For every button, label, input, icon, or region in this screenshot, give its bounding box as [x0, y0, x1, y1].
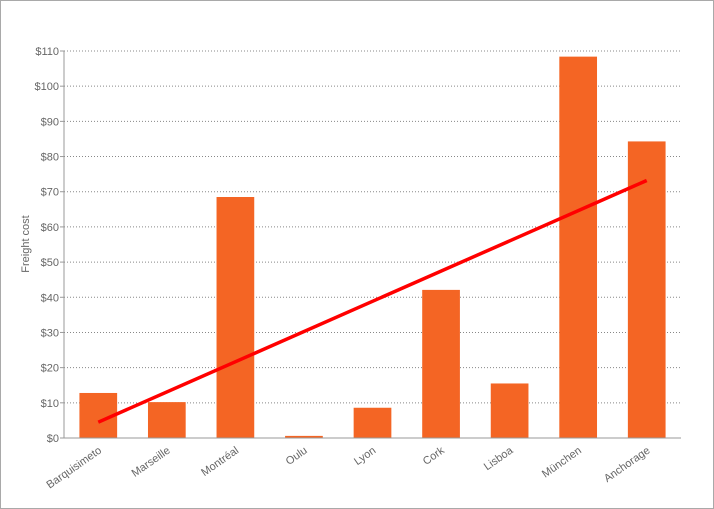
- y-tick-label: $80: [41, 152, 59, 164]
- y-tick-label: $110: [35, 46, 59, 58]
- y-tick-label: $70: [41, 187, 59, 199]
- y-tick-label: $30: [41, 327, 59, 339]
- x-tick-label: Marseille: [130, 445, 173, 480]
- bar-cork: [422, 289, 460, 438]
- bar-anchorage: [627, 141, 666, 438]
- y-tick-labels: $0 $10 $20 $30 $40 $50 $60 $70 $80 $90 $100 $110: [35, 46, 59, 445]
- bar-marseille: [147, 402, 186, 438]
- y-tick-label: $90: [41, 116, 59, 128]
- bar-münchen: [559, 56, 598, 438]
- x-tick-label: Barquisimeto: [45, 445, 104, 492]
- y-tick-label: $20: [41, 363, 59, 375]
- bar-lyon: [353, 407, 392, 438]
- y-tick-label: $100: [35, 81, 59, 93]
- y-tick-label: $50: [41, 257, 59, 269]
- x-tick-label: Montréal: [199, 445, 241, 479]
- x-tick-label: Anchorage: [602, 445, 652, 485]
- trend-line: [97, 178, 648, 424]
- bar-lisboa: [490, 383, 529, 438]
- y-tick-label: $10: [41, 398, 59, 410]
- x-tick-label: Lisboa: [482, 444, 516, 473]
- bar-oulu: [285, 435, 323, 438]
- y-axis-label: Freight cost: [20, 215, 32, 272]
- x-tick-label: München: [540, 445, 584, 481]
- axes: [63, 51, 681, 439]
- x-tick-label: Lyon: [352, 445, 378, 468]
- x-tick-label: Cork: [421, 444, 447, 467]
- x-tick-label: Oulu: [284, 445, 310, 468]
- trendline: [97, 178, 648, 424]
- bars: [79, 56, 666, 438]
- y-tick-label: $0: [47, 433, 59, 445]
- bar-montréal: [216, 197, 255, 438]
- x-tick-labels: Barquisimeto Marseille Montréal Oulu Lyon Cor…: [45, 444, 653, 491]
- y-tick-label: $60: [41, 222, 59, 234]
- y-tick-label: $40: [41, 292, 59, 304]
